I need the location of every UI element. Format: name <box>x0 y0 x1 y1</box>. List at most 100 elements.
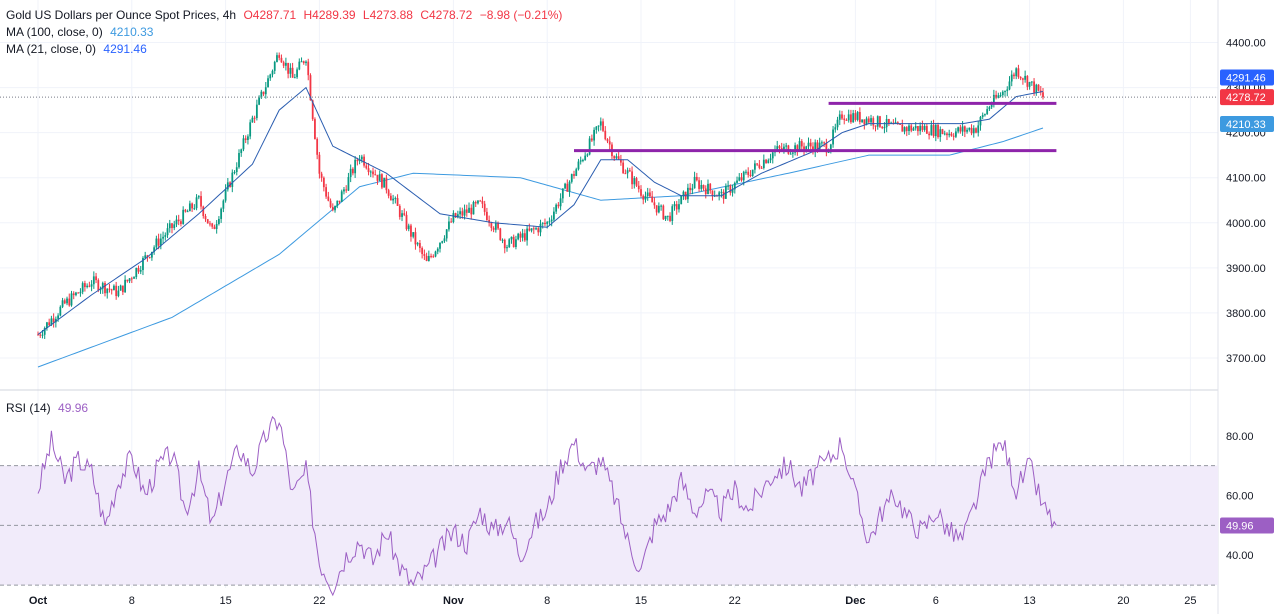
candle-body <box>314 119 316 140</box>
candle-body <box>930 125 933 136</box>
candle-body <box>675 204 678 210</box>
candle-body <box>778 146 781 149</box>
candle-body <box>776 146 779 150</box>
price-tick-label: 3900.00 <box>1226 263 1266 275</box>
candle-body <box>955 131 957 137</box>
candle-body <box>896 122 899 124</box>
candle-body <box>722 191 725 199</box>
candle-body <box>307 61 310 76</box>
candle-body <box>126 279 129 282</box>
candle-body <box>528 228 531 231</box>
candle-body <box>374 174 377 176</box>
candle-body <box>403 213 406 215</box>
candle-body <box>175 219 178 225</box>
candle-body <box>981 115 984 118</box>
rsi-guides <box>0 465 1218 586</box>
candle-body <box>222 200 225 209</box>
candle-body <box>937 124 939 138</box>
candle-body <box>928 133 930 136</box>
candle-body <box>133 277 135 279</box>
candle-body <box>354 159 357 174</box>
candle-body <box>901 124 904 132</box>
candle-body <box>731 189 734 193</box>
candle-body <box>285 62 287 66</box>
candle-body <box>48 322 51 326</box>
candle-body <box>1026 75 1029 87</box>
candle-body <box>84 283 86 288</box>
candle-body <box>439 242 441 249</box>
candle-body <box>733 182 736 190</box>
rsi-badge: 49.96 <box>1220 517 1274 534</box>
candle-body <box>97 280 100 291</box>
ma100-label: MA (100, close, 0) <box>6 25 103 39</box>
candle-body <box>738 177 741 181</box>
candle-body <box>385 177 388 191</box>
candle-body <box>948 133 951 136</box>
candle-body <box>164 235 167 237</box>
candle-body <box>249 122 252 137</box>
candle-body <box>334 206 336 211</box>
candle-body <box>381 174 383 188</box>
time-tick-label: 22 <box>313 595 325 607</box>
candle-body <box>63 300 66 304</box>
candle-body <box>850 114 852 123</box>
price-tick-label: 4100.00 <box>1226 173 1266 185</box>
candle-body <box>61 300 64 307</box>
candle-body <box>599 121 602 126</box>
candle-body <box>950 133 953 136</box>
candle-body <box>506 247 508 249</box>
candle-body <box>441 241 444 243</box>
candle-body <box>387 190 390 196</box>
candle-body <box>771 152 774 159</box>
candle-body <box>548 221 551 223</box>
candle-body <box>247 136 249 140</box>
candle-body <box>144 255 147 258</box>
candle-body <box>762 159 765 169</box>
candle-body <box>747 171 750 175</box>
candle-body <box>736 180 738 183</box>
candle-body <box>517 233 520 240</box>
candle-body <box>628 170 631 172</box>
candle-body <box>231 172 234 187</box>
candle-body <box>894 122 897 125</box>
candle-body <box>740 177 743 181</box>
candle-body <box>182 209 185 224</box>
time-tick-label: 8 <box>129 595 135 607</box>
candle-body <box>760 167 763 169</box>
candle-body <box>765 159 767 164</box>
candle-body <box>448 221 450 230</box>
candle-body <box>825 143 828 153</box>
candle-body <box>128 278 131 282</box>
candle-body <box>791 152 794 154</box>
time-tick-label: 8 <box>544 595 550 607</box>
candle-body <box>637 185 640 190</box>
candle-body <box>718 192 721 197</box>
candle-body <box>81 283 84 292</box>
candle-body <box>39 334 42 336</box>
candle-body <box>322 177 325 188</box>
candle-body <box>827 152 830 154</box>
candle-body <box>939 129 942 138</box>
candle-body <box>483 203 486 212</box>
rsi-badge-bg <box>1220 517 1274 534</box>
candle-body <box>687 187 689 200</box>
candle-body <box>296 69 298 78</box>
time-tick-label: 6 <box>933 595 939 607</box>
rsi-tick-label: 40.00 <box>1226 550 1254 562</box>
candle-body <box>968 127 971 130</box>
candle-body <box>1013 74 1015 77</box>
price-tick-label: 4400.00 <box>1226 38 1266 50</box>
candle-body <box>233 172 236 174</box>
ohlc-open: O4287.71 <box>243 8 297 22</box>
candle-body <box>271 70 274 75</box>
candle-body <box>798 141 801 152</box>
candle-body <box>660 205 662 207</box>
candle-body <box>68 298 71 306</box>
candle-body <box>226 182 229 190</box>
candle-body <box>666 215 669 217</box>
candle-body <box>979 117 982 126</box>
candle-body <box>173 224 176 229</box>
candle-body <box>488 219 491 223</box>
candle-body <box>977 125 980 133</box>
